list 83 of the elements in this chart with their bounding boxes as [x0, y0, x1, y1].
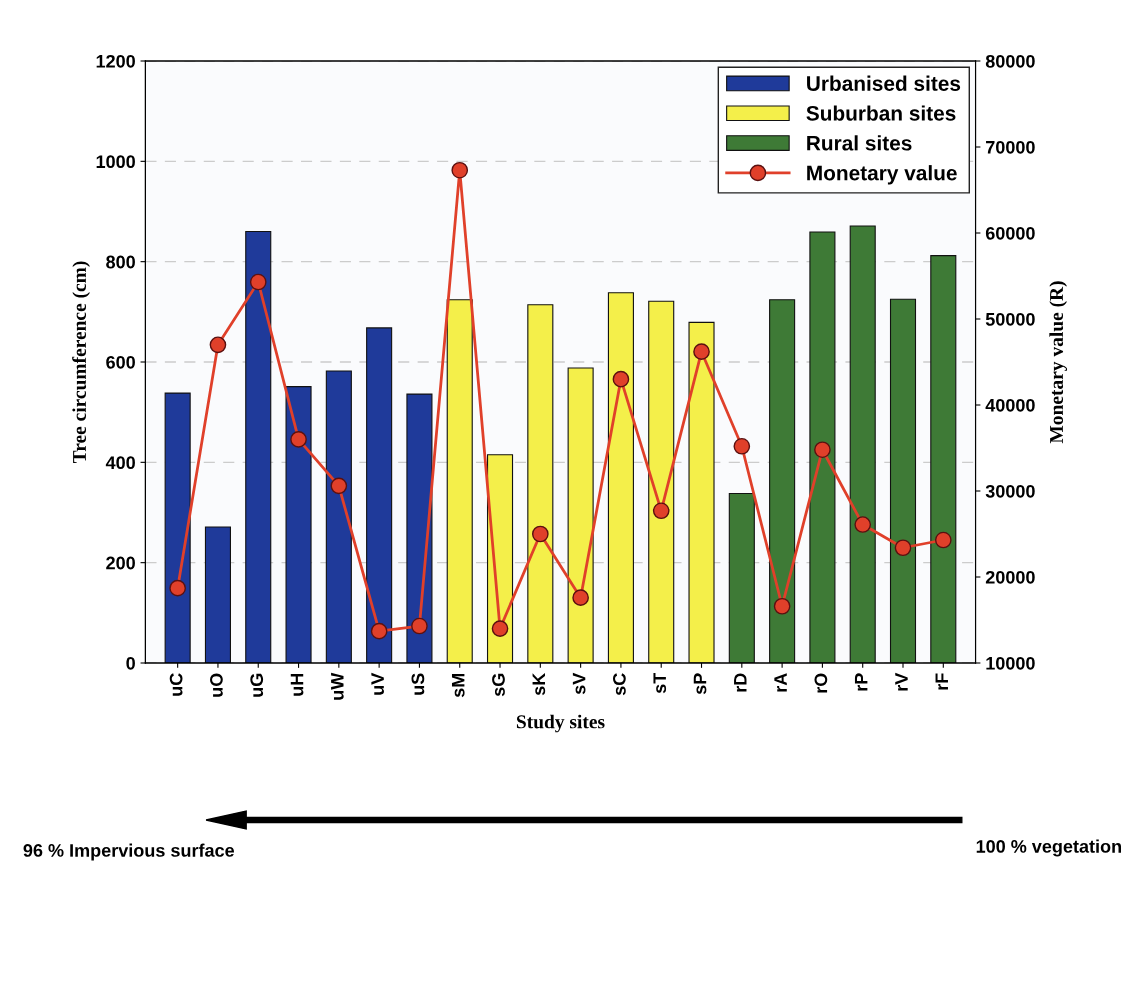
x-tick-label: uG: [250, 673, 264, 697]
y2-axis-title: Monetary value (R): [1049, 281, 1068, 444]
bar: [446, 299, 473, 663]
x-tick-label: sK: [532, 672, 546, 696]
bar: [204, 526, 231, 663]
point: [249, 273, 267, 291]
y2-tick-label: 80000: [985, 54, 1035, 68]
bar: [325, 370, 352, 663]
point: [652, 502, 670, 520]
y2-tick-label: 20000: [985, 570, 1035, 584]
x-tick-label: sV: [572, 672, 586, 695]
x-tick-label: sG: [492, 673, 505, 697]
point: [411, 617, 428, 635]
point: [814, 441, 831, 459]
bar: [406, 393, 433, 663]
bar: [809, 231, 836, 663]
x-axis-title: Study sites: [516, 714, 605, 733]
y2-tick-label: 40000: [985, 398, 1035, 412]
x-tick-label: sC: [612, 673, 626, 696]
bar: [648, 300, 675, 663]
bar: [769, 299, 796, 663]
point: [330, 477, 348, 495]
x-tick-label: rD: [734, 673, 747, 692]
bar: [849, 225, 876, 663]
x-tick-label: sM: [451, 673, 465, 698]
point: [934, 531, 952, 549]
y-tick-label: 800: [106, 255, 135, 269]
point: [733, 437, 751, 455]
x-tick-label: uV: [371, 672, 384, 695]
y-tick-label: 1200: [96, 54, 135, 68]
point: [693, 343, 710, 361]
x-tick-label: sP: [693, 673, 707, 695]
x-tick-label: rA: [774, 673, 787, 692]
point: [531, 525, 549, 543]
x-tick-label: uH: [290, 673, 304, 696]
bar: [366, 327, 393, 663]
y2-tick-label: 30000: [985, 484, 1035, 498]
x-tick-label: rO: [814, 673, 828, 693]
x-tick-label: uC: [169, 673, 183, 696]
bar: [527, 304, 554, 663]
bar: [728, 492, 755, 663]
y-tick-label: 600: [106, 355, 135, 369]
x-tick-label: uW: [331, 672, 344, 700]
point: [894, 539, 912, 557]
y-tick-label: 0: [126, 656, 135, 670]
point: [854, 516, 872, 533]
point: [612, 370, 630, 388]
bar: [889, 298, 917, 663]
point: [370, 622, 388, 640]
legend-label: Rural sites: [807, 135, 912, 151]
bar: [607, 292, 634, 663]
y-tick-label: 400: [105, 456, 135, 470]
point: [169, 579, 186, 597]
point: [451, 161, 469, 179]
point: [290, 431, 307, 448]
y-tick-label: 1000: [96, 155, 135, 169]
legend-label: Suburban sites: [806, 105, 956, 121]
bar: [245, 231, 272, 663]
text: 100 % vegetation: [976, 839, 1121, 857]
y2-tick-label: 60000: [985, 226, 1035, 240]
y-axis-title: Tree circumference (cm): [72, 261, 90, 464]
bar: [567, 367, 594, 663]
point: [209, 336, 227, 354]
point: [491, 620, 509, 637]
x-tick-label: rV: [895, 672, 908, 691]
x-tick-label: rF: [935, 673, 948, 690]
bar: [164, 392, 191, 663]
legend-label: Monetary value: [807, 165, 957, 185]
y2-tick-label: 10000: [986, 656, 1035, 670]
x-tick-label: rP: [854, 673, 868, 691]
x-tick-label: uO: [210, 673, 223, 697]
y2-tick-label: 50000: [985, 312, 1035, 326]
text: 96 % Impervious surface: [23, 843, 235, 861]
y-tick-label: 200: [106, 556, 135, 570]
bar: [930, 255, 957, 663]
point: [773, 597, 791, 615]
bar: [688, 321, 715, 663]
x-tick-label: sT: [653, 672, 667, 694]
y2-tick-label: 70000: [986, 140, 1035, 154]
bar: [285, 386, 312, 663]
legend-label: Urbanised sites: [807, 75, 961, 91]
point: [572, 589, 589, 606]
x-tick-label: uS: [411, 673, 425, 695]
